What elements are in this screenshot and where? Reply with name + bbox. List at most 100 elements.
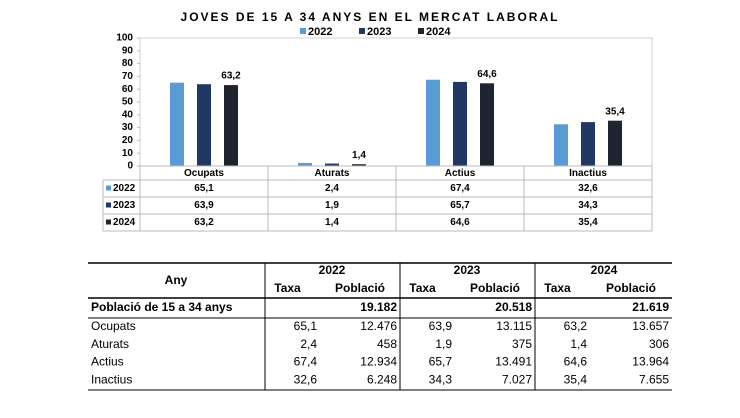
category-label: Actius	[445, 168, 476, 179]
table-subheader: Població	[606, 281, 656, 295]
table-cell: 6.248	[367, 372, 397, 386]
table-subheader: Població	[335, 281, 385, 295]
table-cell: 458	[377, 337, 397, 351]
table-cell: 12.476	[360, 319, 397, 333]
chart-title: JOVES DE 15 A 34 ANYS EN EL MERCAT LABOR…	[181, 10, 560, 24]
plot-area	[139, 37, 653, 167]
table-cell: 7.027	[502, 372, 532, 386]
bar	[170, 82, 184, 166]
table-value: 34,3	[578, 200, 598, 211]
legend-swatch	[106, 202, 111, 208]
data-label: 1,4	[352, 150, 366, 161]
data-label: 63,2	[221, 71, 241, 82]
bar	[608, 120, 622, 166]
row-label: Ocupats	[91, 319, 136, 333]
table-subheader: Taxa	[544, 281, 571, 295]
total-value: 19.182	[360, 300, 397, 314]
legend-label: 2024	[426, 26, 451, 38]
y-tick-label: 80	[122, 58, 134, 69]
y-tick-label: 70	[122, 71, 134, 82]
table-value: 63,2	[194, 217, 214, 228]
bar	[298, 162, 312, 166]
table-cell: 13.491	[495, 355, 532, 369]
table-cell: 1,4	[570, 337, 587, 351]
row-label: Inactius	[91, 372, 132, 386]
data-label: 64,6	[477, 69, 497, 80]
y-tick-label: 100	[116, 33, 133, 44]
table-cell: 32,6	[294, 372, 318, 386]
bar	[426, 79, 440, 166]
y-tick-label: 40	[122, 109, 134, 120]
category-label: Ocupats	[184, 168, 224, 179]
table-value: 2,4	[325, 183, 339, 194]
total-label: Població de 15 a 34 anys	[91, 300, 233, 314]
y-tick-label: 20	[122, 135, 134, 146]
table-cell: 63,2	[564, 319, 588, 333]
legend-label: 2022	[308, 26, 332, 38]
table-subheader: Taxa	[409, 281, 436, 295]
table-cell: 13.964	[632, 355, 669, 369]
table-cell: 67,4	[294, 355, 318, 369]
table-value: 65,1	[194, 183, 214, 194]
table-value: 35,4	[578, 217, 598, 228]
bar	[581, 122, 595, 166]
data-label: 35,4	[605, 106, 625, 117]
table-header: 2023	[454, 263, 481, 277]
bar	[224, 85, 238, 166]
legend-swatch	[418, 28, 424, 34]
table-value: 65,7	[450, 200, 470, 211]
y-tick-label: 30	[122, 122, 134, 133]
table-cell: 375	[512, 337, 532, 351]
y-tick-label: 60	[122, 84, 134, 95]
row-label: Actius	[91, 355, 124, 369]
y-tick-label: 50	[122, 97, 134, 108]
legend-swatch	[359, 28, 365, 34]
row-label: 2024	[113, 217, 136, 228]
row-label: 2022	[113, 183, 136, 194]
table-cell: 13.115	[496, 319, 532, 333]
row-label: Aturats	[91, 337, 129, 351]
y-tick-label: 90	[122, 45, 134, 56]
table-header: 2024	[591, 263, 618, 277]
table-value: 32,6	[578, 183, 598, 194]
table-value: 67,4	[450, 183, 470, 194]
y-tick-label: 10	[122, 148, 134, 159]
table-cell: 12.934	[360, 355, 397, 369]
table-cell: 1,9	[435, 337, 452, 351]
category-label: Aturats	[314, 168, 349, 179]
bar	[480, 83, 494, 166]
table-cell: 65,7	[429, 355, 453, 369]
table-value: 1,9	[325, 200, 339, 211]
legend-swatch	[300, 28, 306, 34]
table-cell: 63,9	[429, 319, 453, 333]
table-cell: 35,4	[564, 372, 588, 386]
row-label: 2023	[113, 200, 136, 211]
bar	[325, 163, 339, 166]
legend-swatch	[106, 185, 111, 191]
legend-swatch	[106, 219, 111, 225]
table-cell: 306	[649, 337, 669, 351]
total-value: 20.518	[495, 300, 532, 314]
bar	[197, 84, 211, 166]
table-cell: 13.657	[632, 319, 669, 333]
table-subheader: Població	[470, 281, 520, 295]
table-subheader: Taxa	[274, 281, 301, 295]
table-value: 64,6	[450, 217, 470, 228]
table-cell: 2,4	[300, 337, 317, 351]
table-value: 63,9	[194, 200, 214, 211]
table-value: 1,4	[325, 217, 339, 228]
category-label: Inactius	[569, 168, 607, 179]
y-tick-label: 0	[127, 161, 133, 172]
table-header: Any	[165, 273, 188, 287]
legend-label: 2023	[367, 26, 391, 38]
total-value: 21.619	[632, 300, 669, 314]
table-cell: 64,6	[564, 355, 588, 369]
table-cell: 65,1	[294, 319, 318, 333]
table-cell: 34,3	[429, 372, 453, 386]
bar	[453, 81, 467, 166]
bar	[352, 164, 366, 166]
table-cell: 7.655	[639, 372, 669, 386]
bar	[554, 124, 568, 166]
table-header: 2022	[319, 263, 346, 277]
